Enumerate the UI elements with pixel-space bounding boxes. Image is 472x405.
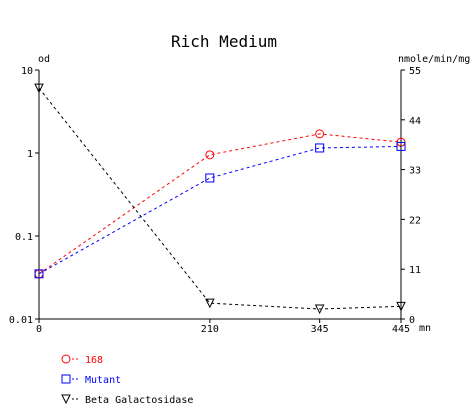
right-tick-label: 11 [409,265,421,276]
legend-entry-label: Mutant [85,375,121,386]
x-unit-label: mn [419,323,431,334]
data-point [61,394,71,405]
right-tick-label: 33 [409,166,421,177]
right-axis-label: nmole/min/mg [398,54,470,65]
left-tick-label: 10 [21,66,33,77]
right-tick-label: 22 [409,215,421,226]
x-tick-label: 210 [201,324,219,335]
data-point [396,301,406,312]
data-point [314,304,325,315]
data-point [205,173,215,183]
left-tick-label: 0.1 [15,232,33,243]
data-point [205,298,215,309]
series-group [34,129,406,279]
left-tick-label: 1 [27,149,33,160]
data-point [315,143,325,153]
right-tick-label: 0 [409,315,415,326]
legend-entry-label: Beta Galactosidase [85,395,193,405]
series [34,83,406,315]
data-point [396,141,406,151]
left-tick-label: 0.01 [9,315,33,326]
series-line [38,145,402,275]
series-line [38,133,402,275]
right-tick-label: 55 [409,66,421,77]
left-axis-label: od [38,54,50,65]
series-group [34,141,406,279]
data-point [315,129,325,139]
x-tick-label: 345 [311,324,329,335]
axes [38,70,402,320]
data-point [205,150,215,160]
data-point [61,374,71,384]
right-tick-label: 44 [409,116,421,127]
series-line [38,87,402,310]
data-point [34,83,44,94]
series-group [34,83,406,315]
ticks: 10 1 0.1 0.01 55 44 33 22 11 0 0 210 345 445 [9,66,421,335]
x-tick-label: 0 [36,324,42,335]
data-point [34,269,44,279]
x-tick-label: 445 [392,324,410,335]
legend-entry-label: 168 [85,355,103,366]
legend: 168 Mutant Beta Galactosidase [61,354,193,405]
chart-title: Rich Medium [171,32,277,51]
data-point [61,354,71,364]
